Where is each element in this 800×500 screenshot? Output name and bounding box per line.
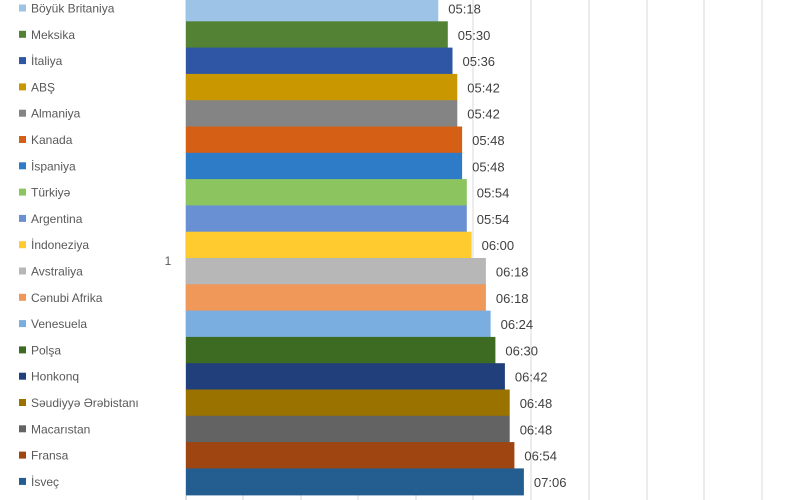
legend-swatch — [19, 399, 26, 406]
legend-swatch — [19, 83, 26, 91]
legend-swatch — [19, 162, 26, 170]
legend-label: Səudiyyə Ərəbistanı — [31, 396, 139, 410]
data-label: 06:42 — [515, 370, 548, 385]
legend-swatch — [19, 136, 26, 143]
legend-swatch — [19, 57, 26, 65]
legend-swatch — [19, 320, 26, 328]
legend-label: Venesuela — [31, 317, 87, 331]
bar — [186, 205, 467, 233]
bar — [186, 231, 472, 259]
bar — [186, 284, 486, 312]
legend-swatch — [19, 241, 26, 249]
legend-label: İspaniya — [31, 159, 76, 173]
bar — [186, 73, 458, 101]
data-label: 07:06 — [534, 475, 567, 490]
category-axis-label: 1 — [165, 254, 172, 268]
legend-swatch — [19, 267, 26, 275]
bar — [186, 47, 453, 75]
bar — [186, 100, 458, 128]
legend-label: Fransa — [31, 449, 69, 463]
bar — [186, 258, 486, 285]
legend-label: Türkiyə — [31, 186, 71, 200]
data-label: 06:48 — [520, 422, 553, 437]
bar — [186, 363, 505, 391]
legend-swatch — [19, 346, 26, 354]
legend-label: ABŞ — [31, 80, 55, 94]
legend-swatch — [19, 477, 26, 485]
legend-label: Almaniya — [31, 107, 81, 121]
bar — [186, 389, 510, 417]
legend-label: Avstraliya — [31, 265, 83, 279]
data-label: 05:54 — [477, 212, 510, 227]
data-label: 05:30 — [458, 28, 491, 43]
legend-label: Meksika — [31, 28, 75, 42]
legend-swatch — [19, 30, 26, 38]
legend-swatch — [19, 451, 26, 459]
legend-label: Polşa — [31, 343, 61, 357]
bar — [186, 21, 448, 49]
data-label: 05:42 — [467, 80, 500, 95]
data-label: 05:48 — [472, 133, 505, 148]
bar — [186, 442, 515, 470]
data-label: 05:18 — [448, 2, 481, 17]
bar — [186, 179, 467, 207]
data-label: 06:18 — [496, 265, 529, 280]
data-labels: 05:18 05:30 05:36 05:42 05:42 05:48 05:48 05:54… — [448, 2, 566, 490]
data-label: 06:54 — [524, 449, 557, 464]
legend-swatch — [19, 4, 26, 12]
legend-swatch — [19, 293, 26, 301]
legend-label: Cənubi Afrika — [31, 291, 103, 305]
bar — [186, 468, 524, 496]
data-label: 06:48 — [520, 396, 553, 411]
legend-label: Honkonq — [31, 370, 79, 384]
legend-label: Böyük Britaniya — [31, 2, 115, 16]
data-label: 05:36 — [463, 54, 496, 69]
legend-swatch — [19, 109, 26, 117]
data-label: 06:24 — [501, 317, 534, 332]
legend: Böyük Britaniya Meksika İtaliya ABŞ Almaniya… — [19, 2, 139, 489]
bar — [186, 336, 496, 364]
bar — [186, 152, 463, 180]
bar — [186, 0, 439, 22]
legend-label: İndoneziya — [31, 238, 89, 252]
legend-label: İsveç — [31, 475, 59, 489]
legend-swatch — [19, 214, 26, 222]
bar — [186, 310, 491, 338]
bar — [186, 126, 463, 154]
data-label: 05:42 — [467, 107, 500, 122]
data-label: 05:48 — [472, 159, 505, 174]
bar — [186, 415, 510, 443]
data-label: 05:54 — [477, 186, 510, 201]
legend-swatch — [19, 188, 26, 196]
data-label: 06:30 — [505, 343, 538, 358]
legend-label: Kanada — [31, 133, 73, 147]
legend-swatch — [19, 425, 26, 433]
data-label: 06:18 — [496, 291, 529, 306]
legend-label: Argentina — [31, 212, 83, 226]
data-label: 06:00 — [482, 238, 515, 253]
legend-label: Macarıstan — [31, 422, 90, 436]
bars — [186, 0, 524, 496]
legend-label: İtaliya — [31, 54, 63, 68]
legend-swatch — [19, 372, 26, 380]
